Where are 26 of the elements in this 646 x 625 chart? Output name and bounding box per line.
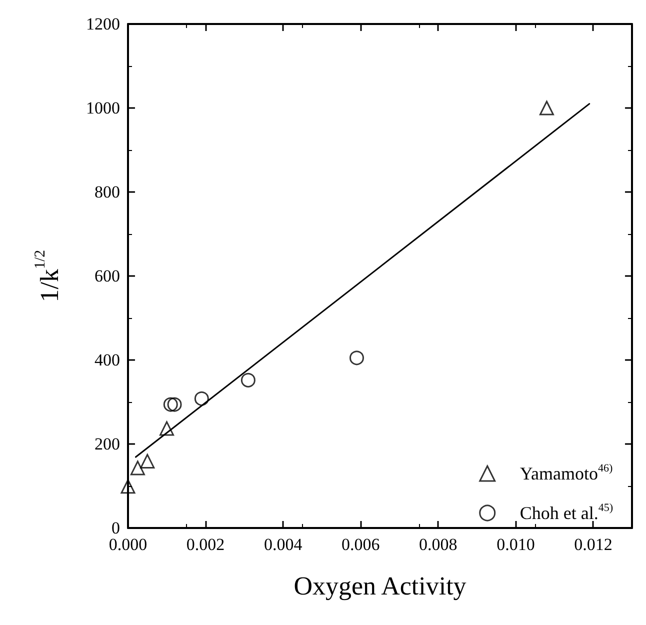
point: [539, 100, 554, 116]
point: [240, 372, 256, 388]
y-tick-label: 0: [112, 518, 120, 538]
point: [163, 397, 178, 412]
x-tick-label: 0.000: [108, 535, 148, 554]
x-tick-label: 0.008: [419, 535, 458, 554]
y-tick-label: 1000: [86, 98, 120, 118]
point: [350, 350, 364, 366]
y-tick-label: 800: [94, 182, 120, 202]
y-tick-label: 600: [94, 266, 120, 286]
point: [160, 421, 174, 436]
point: [167, 397, 182, 412]
x-tick-label: 0.010: [496, 535, 535, 554]
x-tick-label: 0.004: [264, 535, 303, 554]
point: [130, 460, 145, 476]
x-tick-label: 0.002: [186, 535, 225, 554]
y-tick-label: 1200: [86, 14, 120, 34]
y-tick-label: 400: [94, 350, 120, 370]
point: [120, 479, 136, 494]
x-tick-label: 0.012: [574, 535, 612, 554]
point: [194, 391, 209, 406]
x-tick-label: 0.006: [341, 535, 380, 554]
point: [140, 454, 155, 468]
y-tick-label: 200: [94, 434, 120, 454]
y-axis-title: 1/k1/2: [32, 250, 64, 302]
x-axis-title: Oxygen Activity: [294, 572, 466, 600]
